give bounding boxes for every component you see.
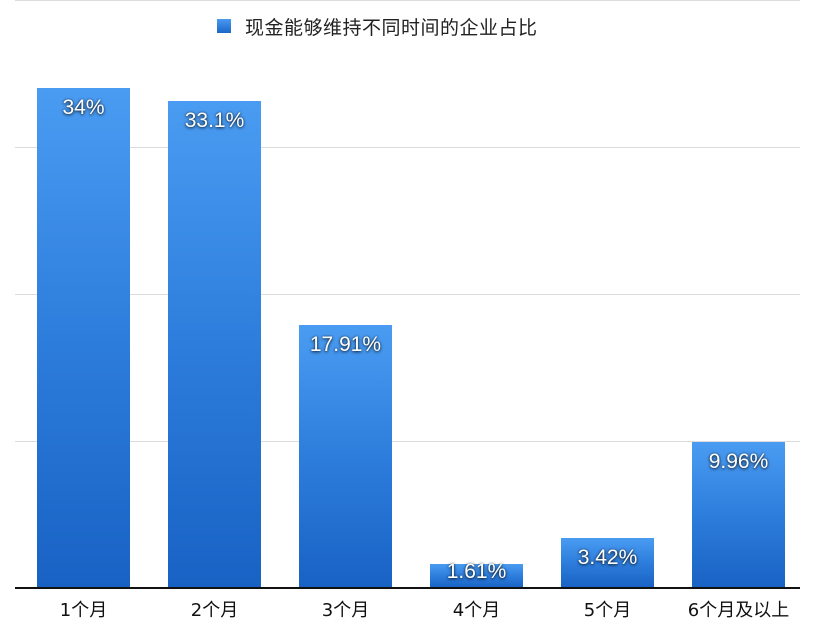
x-axis-label: 3个月 — [321, 600, 370, 621]
bar-value-label: 17.91% — [309, 332, 382, 356]
bar-value-label: 33.1% — [184, 109, 245, 133]
legend-swatch — [217, 19, 231, 33]
x-axis-baseline — [15, 587, 800, 589]
legend-label: 现金能够维持不同时间的企业占比 — [245, 16, 538, 39]
gridline — [15, 441, 800, 442]
bar: 34% — [37, 88, 130, 588]
gridline — [15, 147, 800, 148]
bar: 3.42% — [561, 537, 654, 588]
x-axis-label: 2个月 — [190, 600, 239, 621]
bar-value-label: 34% — [62, 96, 105, 120]
bar: 17.91% — [299, 324, 392, 588]
gridline — [15, 294, 800, 295]
bar-value-label: 3.42% — [577, 545, 638, 569]
x-axis-label: 4个月 — [452, 600, 501, 621]
x-axis-label: 5个月 — [583, 600, 632, 621]
bar: 9.96% — [692, 441, 785, 588]
plot-area: 34% 33.1% 17.91% 1.61% 3.42% 9.96% — [15, 0, 800, 588]
gridline — [15, 0, 800, 1]
chart-legend: 现金能够维持不同时间的企业占比 — [217, 14, 538, 39]
bar: 1.61% — [430, 560, 523, 588]
bar: 33.1% — [168, 101, 261, 588]
x-axis-label: 1个月 — [59, 600, 108, 621]
bar-value-label: 1.61% — [446, 560, 507, 584]
bar-value-label: 9.96% — [708, 449, 769, 473]
x-axis-label: 6个月及以上 — [687, 600, 790, 621]
